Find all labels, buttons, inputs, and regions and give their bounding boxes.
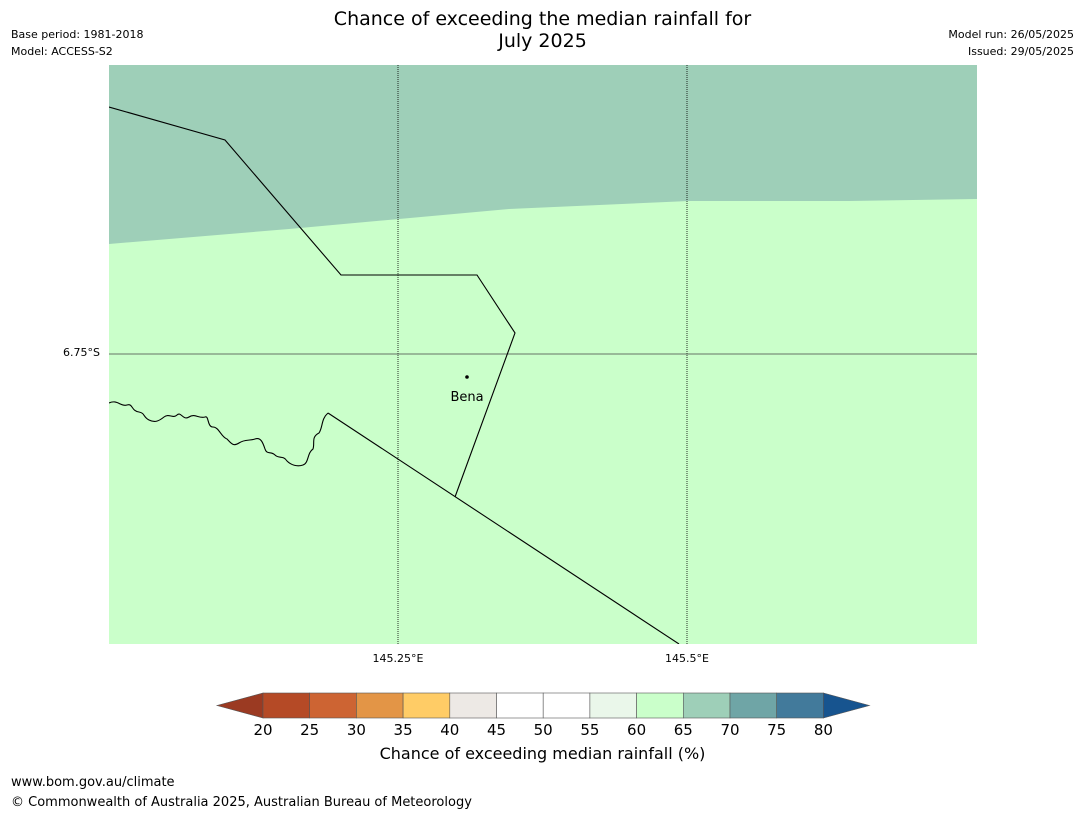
footer-copyright: © Commonwealth of Australia 2025, Austra…	[11, 795, 472, 810]
colorbar-arrow-low	[215, 692, 264, 719]
colorbar: 20 25 30 35 40 45 50 55 60 65 70 75 80	[215, 692, 871, 739]
colorbar-tick-label: 25	[300, 721, 319, 739]
colorbar-tick-label: 75	[767, 721, 786, 739]
meta-left: Base period: 1981-2018 Model: ACCESS-S2	[11, 26, 143, 60]
province-boundary	[109, 106, 516, 498]
bena-label: Bena	[450, 390, 483, 405]
lon-label-145-25: 145.25°E	[372, 652, 424, 665]
colorbar-segment	[356, 692, 404, 719]
colorbar-tick-label: 35	[394, 721, 413, 739]
colorbar-segment	[636, 692, 684, 719]
issued-text: Issued: 29/05/2025	[967, 45, 1074, 58]
colorbar-segment	[496, 692, 544, 719]
colorbar-segment	[449, 692, 497, 719]
colorbar-segment	[262, 692, 311, 719]
colorbar-tick-label: 65	[674, 721, 693, 739]
province-boundary-south	[327, 412, 680, 644]
footer-url[interactable]: www.bom.gov.au/climate	[11, 775, 175, 790]
base-period-text: Base period: 1981-2018	[11, 28, 144, 41]
colorbar-tick-label: 40	[440, 721, 459, 739]
map-upper-band	[109, 65, 977, 244]
colorbar-tick-label: 60	[627, 721, 646, 739]
colorbar-label: Chance of exceeding median rainfall (%)	[379, 744, 706, 763]
colorbar-segment	[402, 692, 451, 719]
colorbar-segment	[776, 692, 824, 719]
colorbar-tick-label: 45	[487, 721, 506, 739]
model-text: Model: ACCESS-S2	[11, 45, 113, 58]
meta-right: Model run: 26/05/2025 Issued: 29/05/2025	[948, 26, 1074, 60]
map-title: Chance of exceeding the median rainfall …	[0, 8, 1085, 52]
colorbar-tick-label: 20	[253, 721, 272, 739]
model-run-text: Model run: 26/05/2025	[948, 28, 1074, 41]
colorbar-tick-label: 50	[534, 721, 553, 739]
colorbar-tick-labels: 20 25 30 35 40 45 50 55 60 65 70 75 80	[253, 721, 832, 739]
coastline	[109, 401, 329, 467]
colorbar-arrow-high	[823, 692, 871, 719]
map-panel: Bena	[109, 65, 977, 644]
colorbar-segment	[729, 692, 778, 719]
bena-marker	[465, 375, 469, 379]
colorbar-segment	[589, 692, 637, 719]
colorbar-segment	[682, 692, 731, 719]
map-title-line-1: Chance of exceeding the median rainfall …	[333, 8, 752, 30]
colorbar-tick-label: 30	[347, 721, 366, 739]
lat-label-6-75: 6.75°S	[63, 346, 100, 359]
colorbar-tick-label: 80	[814, 721, 833, 739]
colorbar-segments	[215, 692, 871, 719]
lon-label-145-5: 145.5°E	[665, 652, 709, 665]
colorbar-tick-label: 55	[580, 721, 599, 739]
map-title-line-2: July 2025	[498, 30, 587, 52]
colorbar-segment	[309, 692, 357, 719]
colorbar-tick-label: 70	[720, 721, 739, 739]
colorbar-segment	[542, 692, 591, 719]
